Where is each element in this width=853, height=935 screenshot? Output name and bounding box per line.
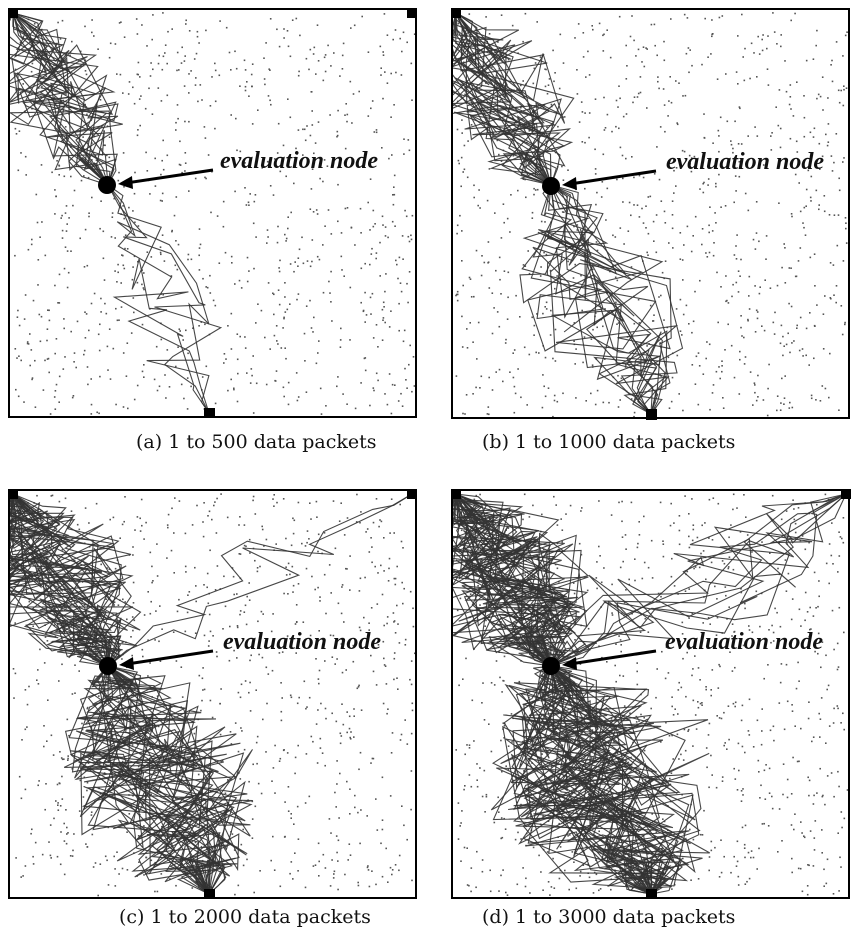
panel-d: evaluation node bbox=[451, 489, 851, 899]
field-border bbox=[8, 489, 417, 899]
routing-paths bbox=[451, 12, 684, 415]
source-node-bottom bbox=[204, 408, 215, 418]
source-node-bottom bbox=[646, 409, 657, 420]
sensor-nodes bbox=[14, 12, 416, 415]
annotation-label: evaluation node bbox=[665, 629, 823, 655]
evaluation-node bbox=[98, 176, 116, 194]
panel-a-plot: evaluation node bbox=[8, 8, 417, 418]
sink-node-top-right bbox=[841, 489, 851, 499]
evaluation-node bbox=[542, 657, 560, 675]
panel-c-plot: evaluation node bbox=[8, 489, 417, 899]
panel-b: evaluation node bbox=[451, 8, 851, 420]
sensor-nodes bbox=[455, 12, 848, 418]
evaluation-node bbox=[542, 177, 560, 195]
annotation-arrow bbox=[125, 168, 214, 185]
annotation-label: evaluation node bbox=[220, 148, 378, 174]
annotation-label: evaluation node bbox=[223, 629, 381, 655]
caption-d: (d) 1 to 3000 data packets bbox=[482, 906, 736, 928]
evaluation-node bbox=[99, 657, 117, 675]
annotation-arrowhead bbox=[562, 657, 577, 670]
annotation-arrow bbox=[126, 649, 214, 666]
routing-paths bbox=[8, 493, 413, 895]
panel-c: evaluation node bbox=[8, 489, 418, 899]
annotation-arrow bbox=[569, 649, 657, 666]
sink-node-top-left bbox=[451, 8, 461, 18]
routing-paths bbox=[8, 12, 223, 414]
panel-b-plot: evaluation node bbox=[451, 8, 850, 420]
annotation-label: evaluation node bbox=[666, 149, 824, 175]
field-border bbox=[8, 8, 417, 418]
caption-b: (b) 1 to 1000 data packets bbox=[482, 431, 736, 453]
annotation-arrowhead bbox=[119, 657, 134, 670]
panel-a: evaluation node bbox=[8, 8, 418, 418]
sink-node-top-left bbox=[8, 8, 18, 18]
panel-d-plot: evaluation node bbox=[451, 489, 851, 899]
sink-node-top-right bbox=[407, 489, 417, 499]
routing-paths bbox=[451, 493, 847, 895]
sink-node-top-right bbox=[407, 8, 417, 18]
sink-node-top-left bbox=[451, 489, 461, 499]
caption-c: (c) 1 to 2000 data packets bbox=[119, 906, 371, 928]
source-node-bottom bbox=[204, 889, 215, 899]
annotation-arrowhead bbox=[118, 176, 133, 189]
annotation-arrowhead bbox=[562, 177, 577, 190]
caption-a: (a) 1 to 500 data packets bbox=[136, 431, 377, 453]
annotation-arrow bbox=[569, 169, 657, 186]
sink-node-top-left bbox=[8, 489, 18, 499]
source-node-bottom bbox=[646, 889, 657, 899]
